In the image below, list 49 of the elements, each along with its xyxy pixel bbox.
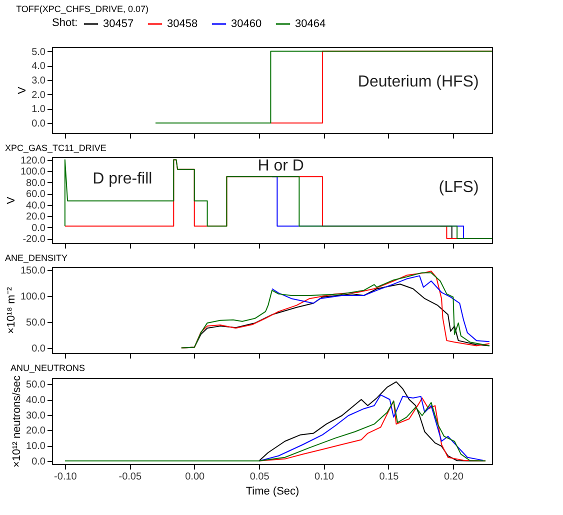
x-tick-label: -0.10 [54,472,78,482]
annotation: D pre-fill [92,170,152,188]
y-tick-label: 20.0 [26,426,46,437]
y-tick-label: 40.0 [26,200,46,212]
y-tick-label: 4.0 [32,61,46,72]
y-tick-label: 120.0 [20,155,46,166]
legend-label: 30457 [103,18,134,30]
y-tick-label: -20.0 [22,234,46,246]
x-tick-label: 0.20 [444,472,464,482]
x-tick-label: -0.05 [118,472,142,482]
y-tick-label: 50.0 [26,380,46,391]
y-tick-label: 100.0 [20,166,46,178]
chart-title: XPC_GAS_TC11_DRIVE [4,142,106,153]
y-tick-label: 0.0 [32,118,46,130]
y-tick-label: 0.0 [32,343,46,354]
y-tick-label: 5.0 [32,46,46,58]
chart-title: ANE_DENSITY [4,253,68,264]
y-axis-title: V [16,86,29,94]
annotation: (LFS) [438,179,479,196]
y-tick-label: 10.0 [26,441,46,452]
x-tick-label: 0.15 [379,472,400,482]
legend-label: 30460 [231,18,262,30]
y-tick-label: 80.0 [26,178,46,189]
y-tick-label: 60.0 [26,189,46,200]
y-tick-label: 40.0 [26,395,46,406]
y-axis-title: ×10¹² neutrons/sec [11,374,24,468]
annotation: H or D [258,158,304,175]
y-axis-title: V [5,196,18,204]
annotation: Deuterium (HFS) [358,73,479,90]
y-tick-label: 3.0 [32,75,46,86]
y-tick-label: 100.0 [20,292,46,303]
x-tick-label: 0.00 [185,472,206,482]
y-tick-label: 50.0 [26,317,46,328]
y-tick-label: 30.0 [26,410,46,422]
legend-title: Shot: [52,17,78,29]
y-tick-label: 0.0 [32,222,46,234]
legend-label: 30464 [295,18,326,30]
y-tick-label: 150.0 [20,266,46,277]
y-tick-label: 1.0 [32,104,46,116]
legend-label: 30458 [167,18,198,30]
x-axis-title: Time (Sec) [246,486,300,498]
chart-title: TOFF(XPC_CHFS_DRIVE, 0.07) [16,4,148,14]
y-axis-title: ×10¹⁸ m⁻² [5,286,18,334]
x-tick-label: 0.05 [250,472,270,482]
x-tick-label: 0.10 [314,472,334,482]
y-tick-label: 20.0 [26,212,46,223]
chart-title: ANU_NEUTRONS [10,362,86,373]
y-tick-label: 2.0 [32,90,46,101]
y-tick-label: 0.0 [32,456,46,468]
